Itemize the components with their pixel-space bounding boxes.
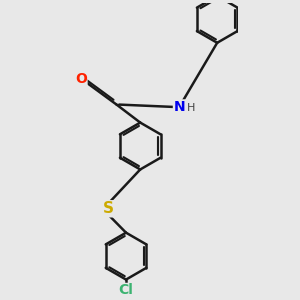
- Text: O: O: [75, 71, 87, 85]
- Text: H: H: [187, 103, 195, 113]
- Text: S: S: [103, 201, 114, 216]
- Text: Cl: Cl: [118, 284, 134, 298]
- Text: N: N: [173, 100, 185, 114]
